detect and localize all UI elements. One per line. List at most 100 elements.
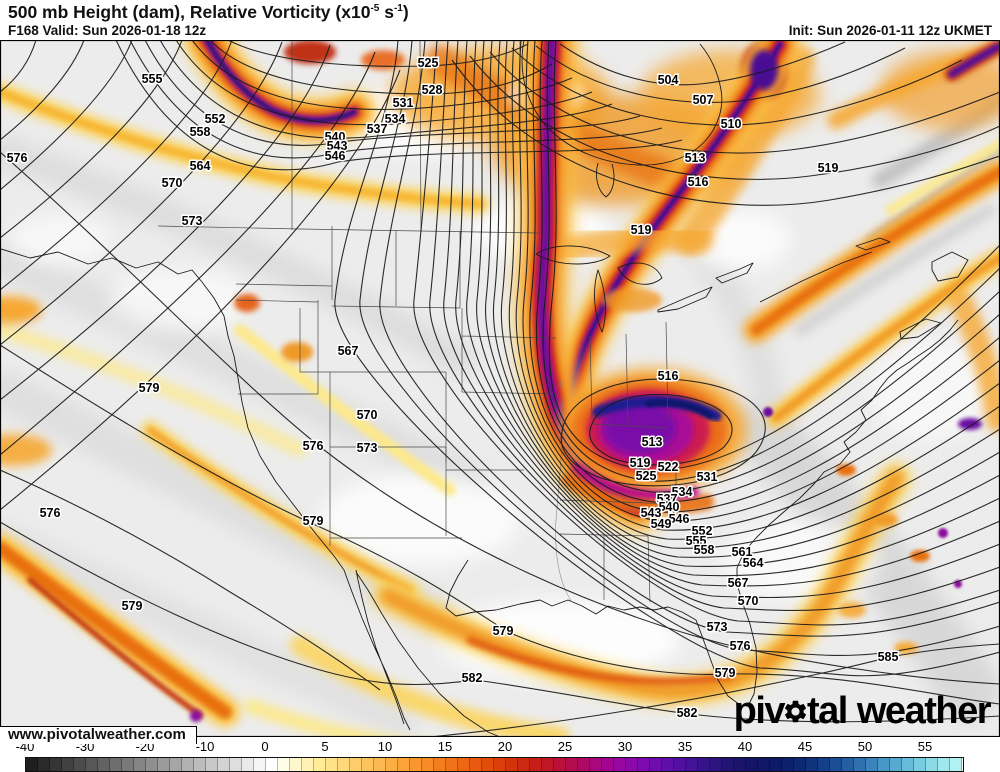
colorbar-cell: [194, 758, 206, 771]
colorbar-cell: [482, 758, 494, 771]
colorbar-cell: [86, 758, 98, 771]
colorbar-tick: 55: [917, 739, 933, 754]
colorbar-cell: [182, 758, 194, 771]
colorbar-cell: [470, 758, 482, 771]
colorbar-tick: 5: [321, 739, 329, 754]
height-contour-line: [500, 40, 1000, 540]
colorbar-cell: [386, 758, 398, 771]
colorbar-cell: [794, 758, 806, 771]
colorbar-tick: 10: [377, 739, 393, 754]
contour-label: 507: [693, 93, 714, 107]
title-text: 500 mb Height (dam), Relative Vorticity …: [8, 2, 371, 22]
watermark-url: www.pivotalweather.com: [0, 726, 197, 744]
contour-label: 558: [190, 125, 211, 139]
contour-label: 561: [732, 545, 753, 559]
contour-label: 522: [658, 460, 679, 474]
colorbar-cell: [290, 758, 302, 771]
colorbar-cell: [158, 758, 170, 771]
contour-label: 552: [205, 112, 226, 126]
colorbar-cell: [74, 758, 86, 771]
colorbar-cell: [926, 758, 938, 771]
contour-label: 555: [686, 534, 707, 548]
colorbar-cell: [530, 758, 542, 771]
colorbar-cell: [698, 758, 710, 771]
colorbar-cell: [50, 758, 62, 771]
colorbar-cell: [614, 758, 626, 771]
contour-labels: 5765555525585645705735255285315345375405…: [5, 55, 900, 722]
mississippi-river: [555, 379, 573, 603]
contour-label: 546: [669, 512, 690, 526]
colorbar-cell: [110, 758, 122, 771]
colorbar-cell: [854, 758, 866, 771]
colorbar: [25, 757, 964, 772]
colorbar-cell: [938, 758, 950, 771]
colorbar-cell: [242, 758, 254, 771]
contour-label: 576: [303, 439, 324, 453]
colorbar-cell: [446, 758, 458, 771]
colorbar-cell: [410, 758, 422, 771]
weather-map: 5765555525585645705735255285315345375405…: [0, 40, 1000, 737]
height-contour-line: [379, 40, 1000, 637]
contour-label: 579: [303, 514, 324, 528]
contour-label: 525: [418, 56, 439, 70]
height-contour-line: [542, 40, 1000, 482]
colorbar-cell: [374, 758, 386, 771]
colorbar-cell: [206, 758, 218, 771]
east-canada-coast: [759, 237, 969, 340]
colorbar-cell: [650, 758, 662, 771]
great-lakes: [535, 245, 754, 333]
colorbar-cell: [230, 758, 242, 771]
contour-label: 513: [642, 435, 663, 449]
colorbar-cell: [542, 758, 554, 771]
contour-label: 525: [636, 469, 657, 483]
logo-text-piv: piv: [733, 690, 786, 732]
colorbar-cell: [602, 758, 614, 771]
contour-label: 573: [707, 620, 728, 634]
colorbar-cell: [506, 758, 518, 771]
geography: [0, 40, 969, 737]
colorbar-cell: [674, 758, 686, 771]
colorbar-cell: [722, 758, 734, 771]
title-superscript-exp2: -1: [393, 3, 403, 15]
contour-label: 534: [672, 485, 693, 499]
contour-label: 540: [325, 130, 346, 144]
colorbar-cell: [638, 758, 650, 771]
contour-label: 576: [40, 506, 61, 520]
colorbar-cell: [518, 758, 530, 771]
height-contour-line: [515, 40, 1000, 522]
contour-label: 528: [422, 83, 443, 97]
height-contour-line: [485, 40, 1000, 558]
contour-label: 537: [657, 492, 678, 506]
baja-coastline: [343, 569, 502, 737]
colorbar-cell: [254, 758, 266, 771]
contour-label: 585: [878, 650, 899, 664]
colorbar-cell: [818, 758, 830, 771]
vorticity-shading: [0, 40, 1000, 737]
pacific-coastline: [0, 248, 345, 571]
contour-label: 570: [738, 594, 759, 608]
height-contour-line: [508, 40, 1000, 531]
colorbar-cell: [782, 758, 794, 771]
colorbar-cell: [566, 758, 578, 771]
height-contour-line: [535, 40, 1000, 493]
contour-label: 513: [685, 151, 706, 165]
colorbar-cell: [326, 758, 338, 771]
colorbar-cell: [710, 758, 722, 771]
colorbar-cell: [494, 758, 506, 771]
contour-label: 579: [122, 599, 143, 613]
contour-label: 510: [721, 117, 742, 131]
colorbar-cell: [590, 758, 602, 771]
contour-label: 531: [393, 96, 414, 110]
logo-text-weather: weather: [856, 690, 992, 732]
colorbar-cell: [314, 758, 326, 771]
colorbar-cell: [98, 758, 110, 771]
colorbar-cell: [914, 758, 926, 771]
title-superscript-exp: -5: [370, 3, 380, 15]
colorbar-cell: [62, 758, 74, 771]
colorbar-cell: [302, 758, 314, 771]
height-contour-line: [492, 40, 1000, 549]
contour-label: 582: [677, 706, 698, 720]
contour-label: 567: [338, 344, 359, 358]
contour-label: 573: [182, 214, 203, 228]
colorbar-cell: [398, 758, 410, 771]
